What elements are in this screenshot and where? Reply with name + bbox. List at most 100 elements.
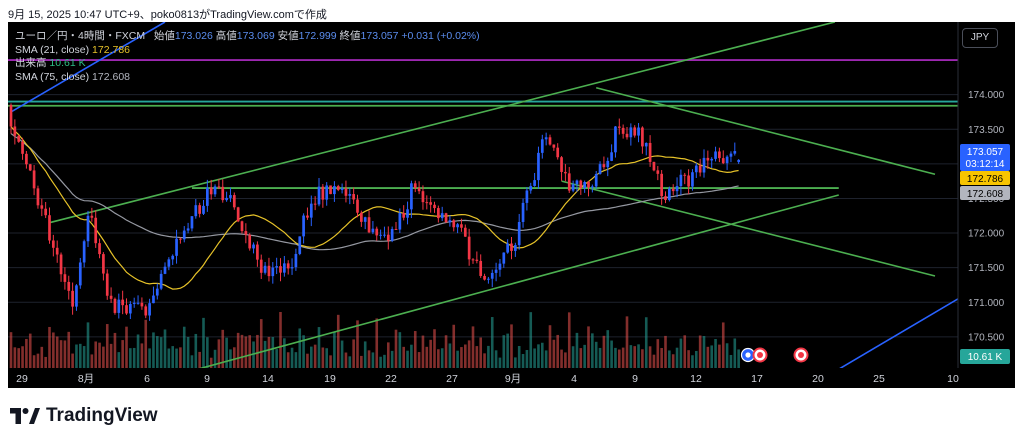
candle[interactable]	[298, 236, 302, 256]
trend-line[interactable]	[177, 194, 839, 375]
candle[interactable]	[733, 142, 737, 156]
candle[interactable]	[175, 229, 178, 264]
candle[interactable]	[386, 226, 390, 250]
candle[interactable]	[656, 165, 660, 181]
candle[interactable]	[725, 155, 729, 170]
candle[interactable]	[363, 216, 367, 230]
candle[interactable]	[221, 179, 225, 203]
candle[interactable]	[525, 187, 529, 211]
event-flag-icon[interactable]	[752, 347, 768, 363]
candle[interactable]	[48, 207, 51, 244]
candle[interactable]	[17, 134, 21, 143]
candle[interactable]	[259, 254, 263, 280]
candle[interactable]	[664, 191, 667, 204]
candle[interactable]	[148, 298, 151, 321]
candle[interactable]	[510, 237, 513, 260]
candle[interactable]	[383, 226, 386, 238]
candle[interactable]	[587, 180, 590, 197]
candle[interactable]	[309, 195, 313, 227]
legend-symbol-title[interactable]: ユーロ／円・4時間・FXCM	[15, 30, 146, 42]
candle[interactable]	[544, 132, 548, 146]
candle[interactable]	[737, 159, 740, 164]
candle[interactable]	[671, 184, 675, 196]
candle[interactable]	[352, 187, 355, 204]
candle[interactable]	[540, 134, 544, 159]
candle[interactable]	[59, 252, 63, 282]
legend-sma75-row[interactable]: SMA (75, close) 172.608	[15, 71, 480, 85]
candle[interactable]	[625, 126, 629, 140]
candle[interactable]	[163, 262, 167, 275]
candle[interactable]	[213, 184, 217, 197]
candle[interactable]	[498, 259, 502, 277]
candle[interactable]	[417, 181, 421, 195]
candle[interactable]	[402, 205, 406, 221]
candle[interactable]	[602, 156, 606, 170]
candle[interactable]	[463, 224, 467, 237]
trend-line[interactable]	[561, 180, 936, 277]
candle[interactable]	[32, 165, 36, 196]
candle[interactable]	[21, 137, 24, 160]
candle[interactable]	[410, 180, 413, 219]
candle[interactable]	[375, 226, 379, 241]
candle[interactable]	[329, 185, 332, 195]
candle[interactable]	[252, 242, 255, 254]
candle[interactable]	[336, 184, 340, 192]
candle[interactable]	[687, 169, 690, 195]
candle[interactable]	[460, 218, 463, 232]
tradingview-logo[interactable]: TradingView	[10, 404, 158, 428]
candle[interactable]	[40, 198, 44, 217]
candle[interactable]	[537, 146, 540, 189]
candle[interactable]	[360, 210, 363, 227]
candle[interactable]	[506, 239, 509, 254]
candle[interactable]	[448, 215, 452, 227]
candle[interactable]	[564, 164, 567, 182]
candle[interactable]	[25, 150, 28, 169]
candle[interactable]	[279, 258, 282, 282]
candle[interactable]	[109, 287, 113, 303]
candle[interactable]	[606, 157, 610, 177]
candle[interactable]	[194, 199, 198, 219]
candle[interactable]	[637, 123, 640, 143]
candle[interactable]	[483, 273, 486, 281]
candle[interactable]	[683, 172, 687, 185]
candle[interactable]	[75, 284, 78, 311]
candle[interactable]	[456, 222, 459, 234]
candle[interactable]	[271, 262, 275, 284]
sma75-line[interactable]	[10, 133, 739, 251]
candle[interactable]	[263, 261, 267, 275]
candle[interactable]	[467, 228, 471, 266]
candle[interactable]	[44, 201, 47, 219]
trend-line[interactable]	[596, 86, 936, 176]
candle[interactable]	[567, 166, 571, 193]
candle[interactable]	[90, 207, 94, 222]
candle[interactable]	[490, 269, 494, 288]
event-flag-icon-2[interactable]	[793, 347, 809, 363]
candle[interactable]	[698, 158, 702, 177]
trend-line[interactable]	[10, 22, 166, 113]
candle[interactable]	[437, 205, 440, 223]
candle[interactable]	[317, 177, 321, 207]
candle[interactable]	[652, 161, 656, 172]
volume-badge[interactable]: 10.61 K	[960, 349, 1010, 364]
currency-button[interactable]: JPY	[962, 28, 998, 48]
candle[interactable]	[529, 182, 533, 194]
candle[interactable]	[648, 135, 652, 167]
candle[interactable]	[321, 183, 325, 208]
candle[interactable]	[125, 298, 128, 315]
candle[interactable]	[487, 276, 490, 284]
trend-line[interactable]	[49, 22, 836, 224]
candle[interactable]	[479, 254, 483, 278]
candle[interactable]	[494, 262, 498, 282]
candle[interactable]	[225, 191, 228, 202]
candle[interactable]	[641, 126, 644, 154]
candle[interactable]	[702, 149, 706, 178]
candle[interactable]	[691, 169, 694, 191]
candle[interactable]	[440, 206, 444, 222]
candle[interactable]	[98, 238, 101, 259]
candle[interactable]	[394, 221, 398, 230]
candle[interactable]	[714, 146, 717, 162]
candle[interactable]	[444, 212, 448, 224]
candle[interactable]	[256, 241, 259, 267]
candle[interactable]	[217, 178, 221, 190]
